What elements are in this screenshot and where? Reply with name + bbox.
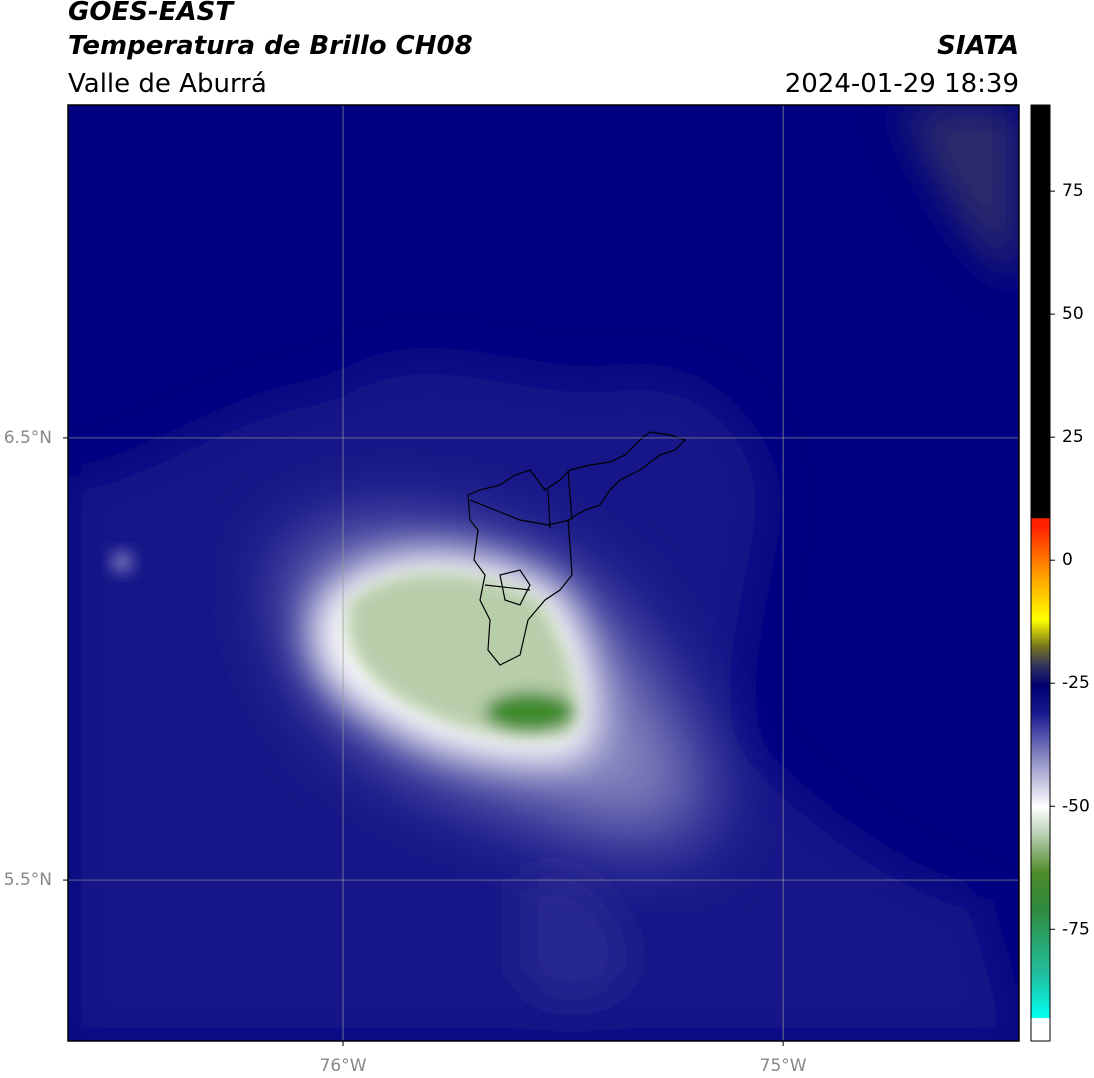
y-tick-label: 5.5°N <box>4 870 52 890</box>
colorbar-label: 25 <box>1062 427 1084 447</box>
y-tick-label: 6.5°N <box>4 428 52 448</box>
colorbar <box>1030 104 1051 1042</box>
region: Valle de Aburrá <box>68 69 267 99</box>
colorbar-label: 0 <box>1062 550 1073 570</box>
colorbar-label: -75 <box>1062 919 1090 939</box>
source: SIATA <box>937 31 1019 61</box>
subtitle: Temperatura de Brillo CH08 <box>68 31 473 61</box>
satellite-image <box>68 105 1019 1041</box>
colorbar-label: 75 <box>1062 181 1084 201</box>
colorbar-label: -25 <box>1062 673 1090 693</box>
x-tick-label: 75°W <box>760 1056 807 1076</box>
datetime: 2024-01-29 18:39 <box>785 69 1019 99</box>
x-tick-label: 76°W <box>320 1056 367 1076</box>
colorbar-label: 50 <box>1062 304 1084 324</box>
title: GOES-EAST <box>68 0 235 27</box>
map-frame <box>67 104 1020 1042</box>
colorbar-label: -50 <box>1062 796 1090 816</box>
